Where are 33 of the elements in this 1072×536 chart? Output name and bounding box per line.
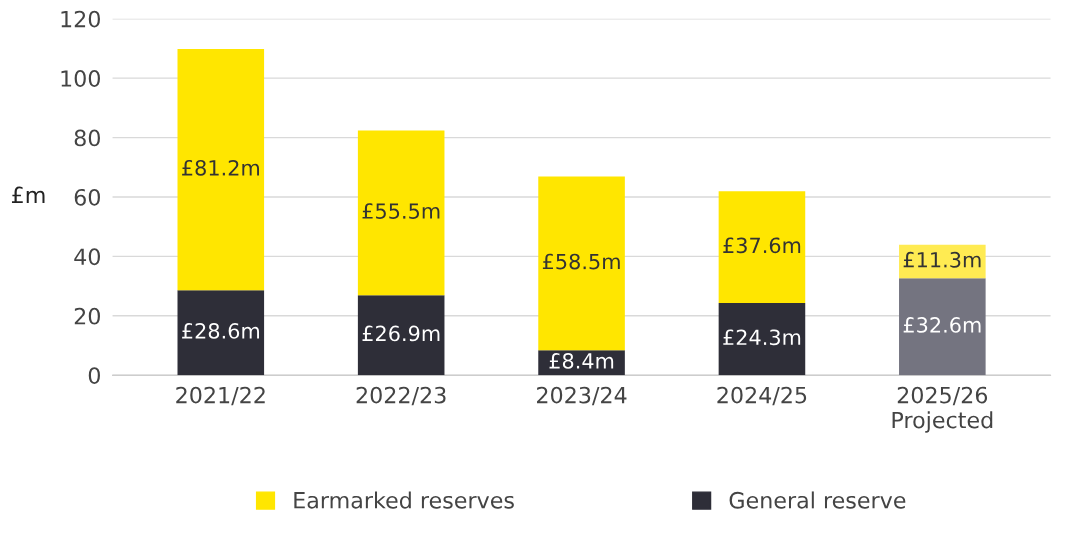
y-tick-label: 60	[74, 188, 100, 206]
bar	[357, 295, 445, 376]
x-tick-label: 2023/24	[537, 386, 627, 406]
data-label: £11.3m	[903, 251, 981, 268]
data-label: £55.5m	[362, 203, 440, 219]
data-label: £8.4m	[549, 353, 614, 369]
legend-label: General reserve	[729, 491, 906, 509]
data-label: £58.5m	[542, 253, 620, 270]
data-label: £32.6m	[903, 317, 981, 333]
data-label: £28.6m	[182, 323, 259, 339]
bar	[177, 290, 265, 376]
bar	[538, 176, 625, 351]
y-tick-label: 0	[88, 367, 100, 384]
bar	[718, 191, 806, 304]
bar	[899, 278, 986, 376]
y-tick-label: 100	[61, 70, 100, 87]
y-tick-label: 120	[61, 10, 100, 28]
data-label: £37.6m	[723, 237, 801, 254]
y-tick-label: 20	[74, 307, 100, 325]
legend-label: Earmarked reserves	[294, 491, 514, 509]
y-tick-label: 80	[74, 129, 100, 147]
data-label: £81.2m	[182, 159, 259, 176]
x-tick-label: 2021/22	[176, 386, 265, 406]
data-label: £24.3m	[723, 329, 801, 346]
y-axis-title: £m	[11, 186, 45, 204]
bar	[718, 303, 806, 376]
bar	[177, 49, 265, 291]
x-tick-label: 2025/26 Projected	[892, 386, 993, 433]
x-tick-label: 2024/25	[717, 386, 807, 406]
data-label: £26.9m	[362, 325, 440, 342]
bar	[357, 130, 445, 296]
y-tick-label: 40	[74, 248, 100, 266]
x-tick-label: 2022/23	[356, 386, 446, 406]
